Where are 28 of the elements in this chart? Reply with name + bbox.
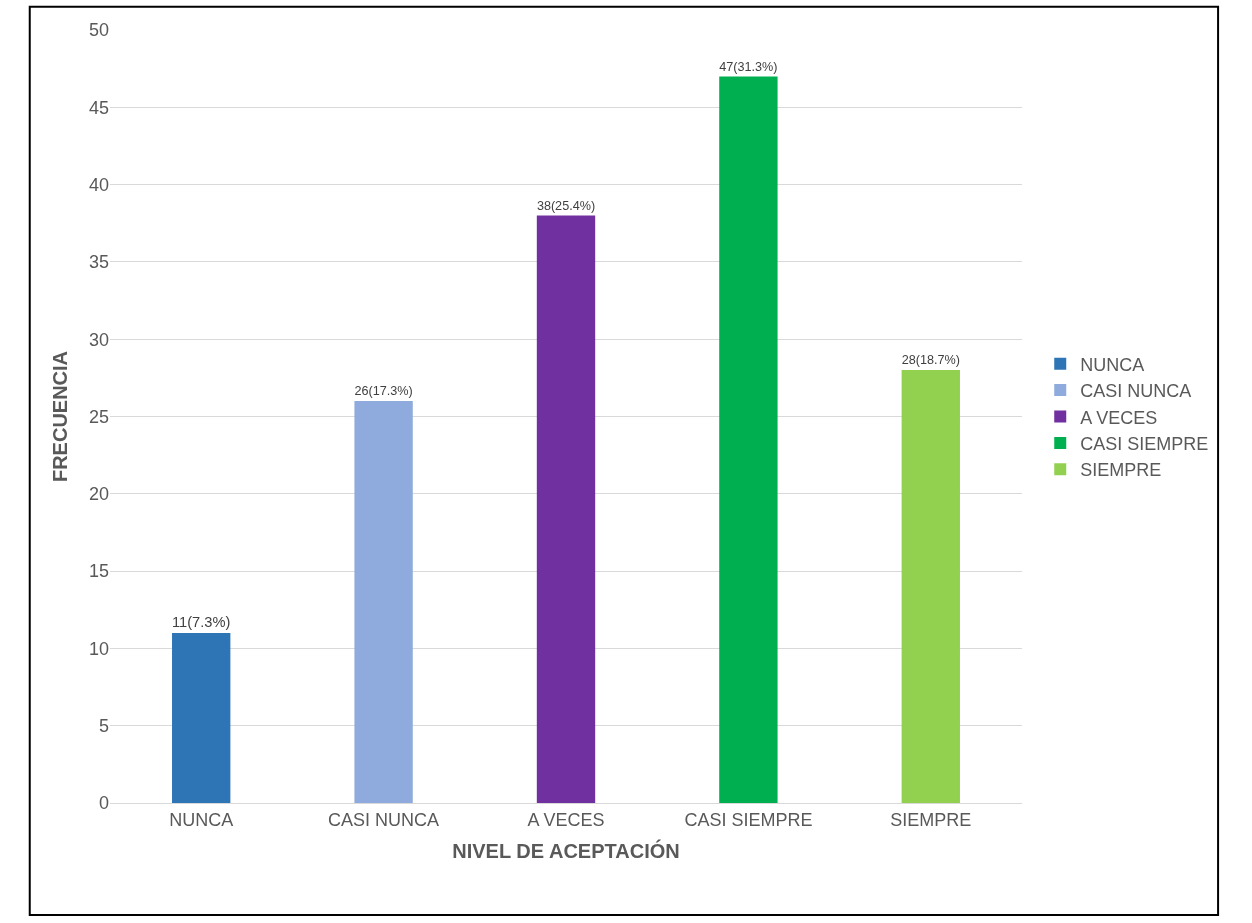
legend-label: A VECES bbox=[1080, 407, 1158, 428]
legend-label: NUNCA bbox=[1080, 354, 1145, 375]
y-tick-label: 45 bbox=[88, 97, 109, 118]
x-tick-label: NUNCA bbox=[169, 809, 234, 830]
y-tick-label: 15 bbox=[88, 561, 109, 582]
y-tick-label: 10 bbox=[88, 638, 109, 659]
y-tick-label: 25 bbox=[88, 406, 109, 427]
legend-label: SIEMPRE bbox=[1080, 460, 1162, 481]
y-tick-label: 30 bbox=[88, 329, 109, 350]
y-tick-label: 5 bbox=[98, 716, 109, 736]
data-label: 26(17.3%) bbox=[354, 384, 413, 399]
y-tick-label: 35 bbox=[88, 252, 109, 273]
y-tick-label: 40 bbox=[88, 174, 109, 195]
x-tick-label: CASI SIEMPRE bbox=[684, 809, 813, 830]
y-tick-label: 50 bbox=[88, 20, 109, 41]
data-label: 47(31.3%) bbox=[719, 59, 778, 74]
y-axis-title: FRECUENCIA bbox=[49, 350, 72, 483]
data-label: 11(7.3%) bbox=[172, 613, 231, 630]
y-tick-label: 0 bbox=[98, 793, 109, 814]
x-tick-label: CASI NUNCA bbox=[328, 809, 440, 830]
x-axis-title: NIVEL DE ACEPTACIÓN bbox=[452, 839, 680, 863]
data-label: 38(25.4%) bbox=[536, 198, 596, 213]
legend-label: CASI SIEMPRE bbox=[1080, 433, 1209, 454]
data-label: 28(18.7%) bbox=[901, 353, 960, 368]
legend-label: CASI NUNCA bbox=[1080, 381, 1192, 402]
x-tick-label: SIEMPRE bbox=[890, 809, 972, 830]
x-tick-label: A VECES bbox=[527, 809, 605, 830]
y-tick-label: 20 bbox=[88, 484, 109, 505]
